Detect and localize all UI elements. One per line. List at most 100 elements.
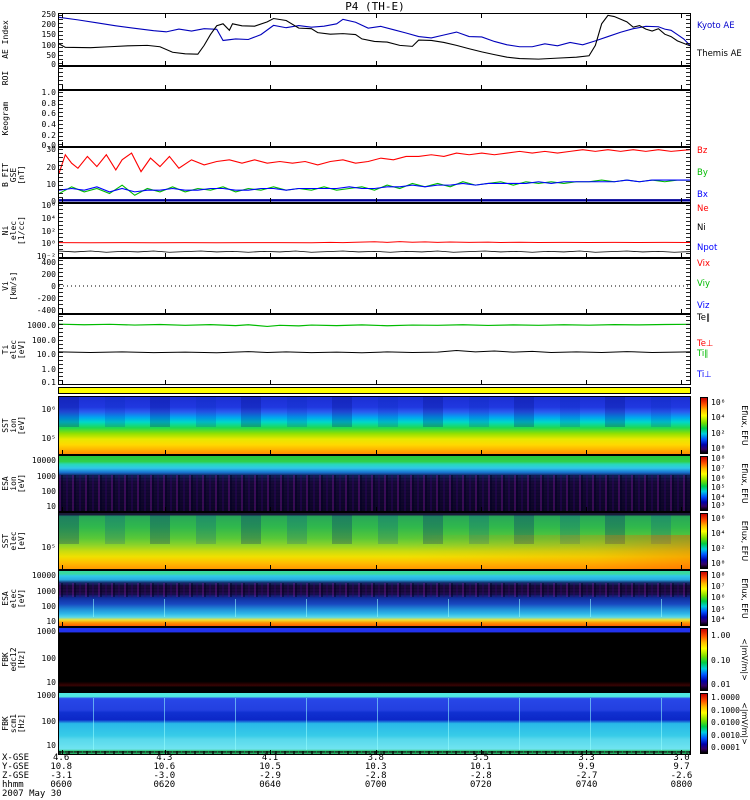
colorbar-tick-sst-elec: 10² [711,543,726,553]
time-tick [375,687,377,691]
colorbar-tick-esa-elec: 10⁴ [711,615,726,625]
time-tick [165,750,166,754]
time-tick [62,309,64,313]
time-tick [270,380,272,384]
trace-label-bx: Bx [697,190,708,201]
xaxis-value: 10.3 [364,762,387,772]
xaxis-value: 0640 [259,780,281,790]
time-tick [480,507,482,511]
ytick-sst-ion: 10⁶ [41,404,56,414]
panel-roi-bar [58,387,691,394]
ylabel-keogram: Keogram [1,101,10,136]
ytick-ae-index: 50 [46,50,56,60]
ytick-b-field: 30 [46,145,56,155]
time-tick [165,380,166,384]
time-tick [680,750,682,754]
xaxis-value: -2.8 [470,771,492,781]
ytick-density: 10² [41,226,56,236]
time-tick [480,565,482,569]
time-tick [680,253,682,257]
time-tick [270,198,272,202]
xaxis-value: 3.0 [673,753,690,763]
colorbar-title-fbk-edc12: <|mV/m|> [740,638,749,681]
minor-ticks-left [59,92,63,145]
time-tick [62,687,64,691]
time-tick [375,565,377,569]
xaxis-value: 0600 [50,780,72,790]
xaxis-value: -2.9 [259,771,281,781]
minor-ticks-left [59,260,63,312]
time-tick [375,198,377,202]
time-tick [165,450,166,454]
colorbar-tick-esa-elec: 10⁶ [711,593,726,603]
ylabel-b-field: B FIT GSE [nT] [1,162,26,188]
time-tick [165,142,166,146]
time-tick [585,565,587,569]
ytick-b-field: 0 [51,196,56,206]
xaxis-value: 10.8 [50,762,72,772]
minor-ticks-right [686,92,690,145]
ylabel-ae-index: AE Index [1,20,10,59]
ytick-b-field: 20 [46,162,56,172]
traces-b-field [59,148,690,202]
trace-label-themisae: Themis AE [697,49,742,60]
xaxis-value: -2.8 [364,771,387,781]
time-tick [62,565,64,569]
time-tick [680,85,682,89]
time-tick [165,687,166,691]
minor-ticks-left [59,149,63,201]
time-tick [62,507,64,511]
xaxis-value: 9.7 [673,762,690,772]
colorbar-tick-sst-elec: 10⁶ [711,513,726,523]
time-tick [270,14,272,18]
panel-esa-ion [58,455,691,512]
colorbar-tick-esa-ion: 10⁴ [711,493,726,503]
ytick-b-field: 10 [46,179,56,189]
time-tick [375,450,377,454]
time-tick [270,85,272,89]
time-tick [165,309,166,313]
panel-b-field [58,147,691,203]
trace-label-viy: Viy [697,279,711,290]
time-tick [270,622,272,626]
minor-ticks-right [686,205,690,256]
panel-esa-elec [58,570,691,627]
ytick-fbk-scm1: 10 [46,740,56,750]
time-tick [480,85,482,89]
time-tick [270,142,272,146]
time-tick [62,450,64,454]
ytick-fbk-edc12: 10 [46,677,56,687]
colorbar-sst-elec [700,513,708,569]
xaxis-value: 3.3 [578,753,595,763]
xaxis-value: -2.6 [670,771,693,781]
colorbar-tick-fbk-scm1: 0.0100 [711,718,740,728]
ytick-temperature: 100.0 [31,335,56,345]
trace-label-bz: Bz [697,146,708,157]
colorbar-esa-ion [700,456,708,511]
time-tick [165,507,166,511]
time-tick [680,687,682,691]
ytick-esa-ion: 1000 [36,471,56,481]
time-tick [585,622,587,626]
ytick-esa-ion: 10000 [31,455,56,465]
colorbar-tick-esa-elec: 10⁸ [711,570,726,580]
time-tick [375,380,377,384]
ytick-sst-ion: 10⁵ [41,434,56,444]
time-tick [480,198,482,202]
ytick-density: 10⁰ [41,239,56,249]
ov-streaks-texture [59,598,690,618]
xaxis-value: -3.0 [153,771,176,781]
time-tick [270,750,272,754]
trace-label-te: Te∥ [697,312,711,323]
xaxis-value: -3.1 [50,771,72,781]
time-tick [680,507,682,511]
time-tick [62,198,64,202]
xaxis-row-label-y-gse: Y-GSE [2,762,30,772]
colorbar-tick-fbk-scm1: 1.0000 [711,693,740,703]
xaxis-value: -2.7 [575,771,598,781]
time-tick [62,253,64,257]
plot-title: P4 (TH-E) [345,0,405,13]
colorbar-tick-esa-ion: 10³ [711,501,726,511]
trace-ne [59,242,690,243]
xaxis-value: 0720 [470,780,492,790]
